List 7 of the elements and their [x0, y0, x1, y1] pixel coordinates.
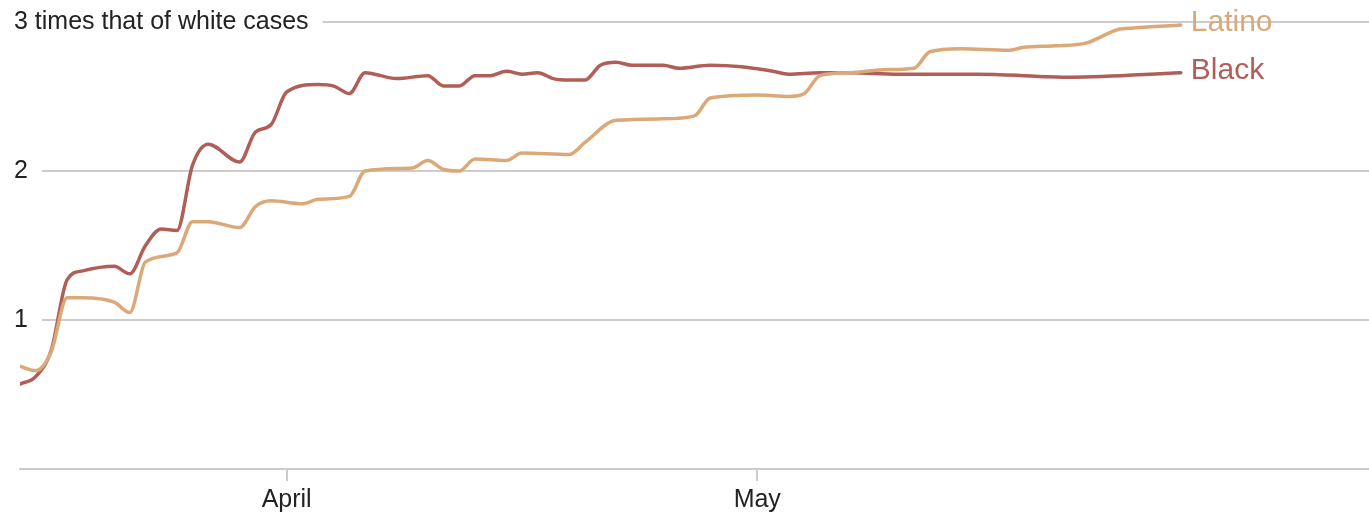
series-label: Latino	[1190, 4, 1273, 38]
y-tick-label: 3 times that of white cases	[14, 5, 309, 34]
y-tick-label: 2	[14, 154, 28, 183]
x-tick-label: May	[733, 483, 782, 512]
y-tick-label: 1	[14, 303, 28, 332]
series-label: Black	[1190, 51, 1266, 85]
x-tick-label: April	[261, 483, 312, 512]
